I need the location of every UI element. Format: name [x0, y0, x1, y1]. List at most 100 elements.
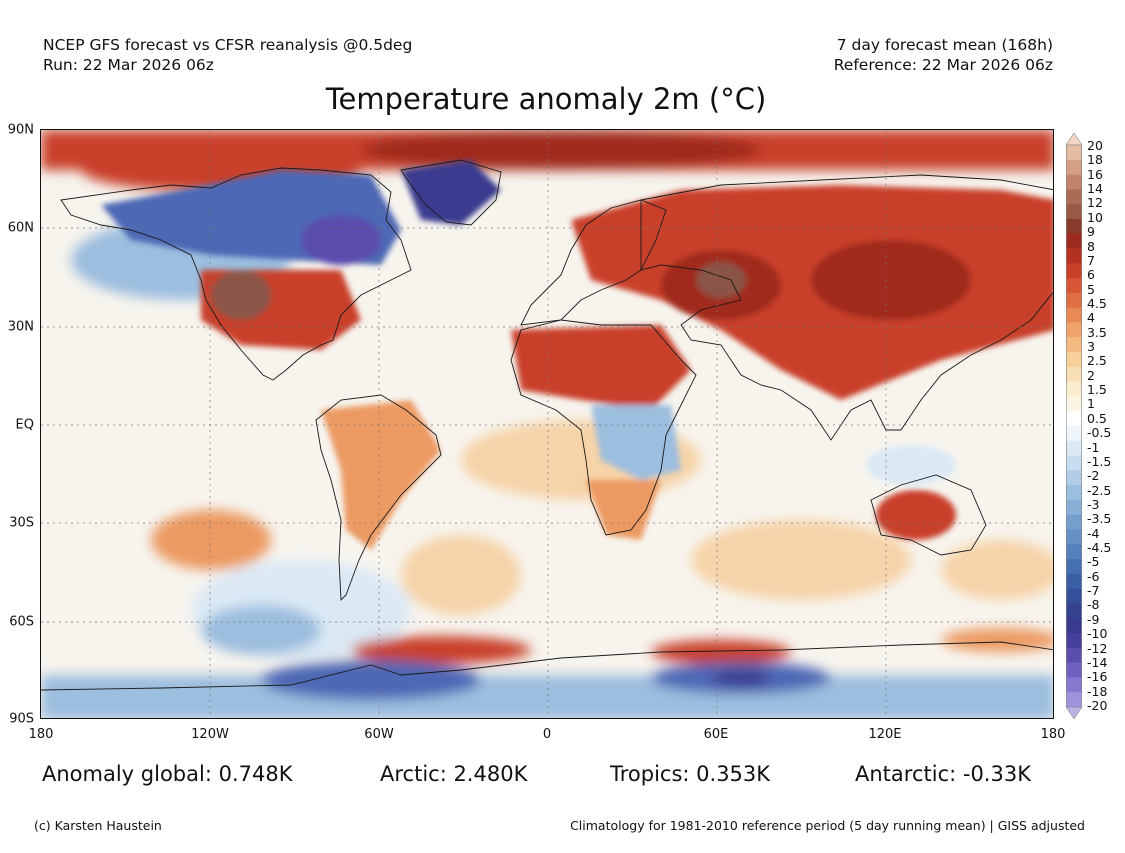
hudson-bay-cold: [301, 215, 381, 265]
australia-warm: [876, 490, 956, 540]
colorbar-swatch: [1066, 633, 1082, 649]
greenland-cold: [401, 160, 501, 225]
model-description: NCEP GFS forecast vs CFSR reanalysis @0.…: [43, 36, 413, 54]
eurasia-warm: [571, 185, 1053, 400]
stats-row: Anomaly global: 0.748K Arctic: 2.480K Tr…: [0, 762, 1125, 792]
colorbar-swatch: [1066, 337, 1082, 353]
colorbar-label: -4: [1087, 525, 1100, 541]
anomaly-map-svg: [41, 130, 1053, 718]
colorbar-label: 2: [1087, 367, 1095, 383]
colorbar-label: -1: [1087, 439, 1100, 455]
colorbar-label: -3.5: [1087, 511, 1112, 527]
lat-label-60s: 60S: [9, 614, 34, 630]
lon-label-60e: 60E: [703, 727, 729, 742]
colorbar-label: 9: [1087, 224, 1095, 240]
colorbar-label: 5: [1087, 281, 1095, 297]
colorbar-swatch: [1066, 248, 1082, 264]
colorbar-label: 2.5: [1087, 353, 1107, 369]
colorbar-label: 3.5: [1087, 324, 1107, 340]
mongolia-very-hot: [696, 262, 746, 298]
coast-south-america: [315, 394, 442, 602]
colorbar-label: -3: [1087, 496, 1100, 512]
colorbar-frame: [1066, 144, 1082, 708]
colorbar-label: 20: [1087, 138, 1103, 153]
header-right: 7 day forecast mean (168h) Reference: 22…: [834, 35, 1053, 75]
southern-ocean-warm: [651, 640, 791, 664]
colorbar-swatch: [1066, 559, 1082, 575]
lon-label-60w: 60W: [364, 727, 394, 742]
colorbar-label: -4.5: [1087, 540, 1112, 556]
colorbar-swatch: [1066, 189, 1082, 205]
lon-label-120w: 120W: [191, 727, 229, 742]
colorbar-top-arrow: [1066, 133, 1082, 146]
anomaly-field: [41, 130, 1053, 718]
coast-africa: [510, 319, 697, 536]
colorbar-label: 6: [1087, 267, 1095, 283]
south-america-warm: [321, 400, 441, 550]
colorbar-label: 10: [1087, 209, 1103, 225]
graticule: [41, 130, 1053, 718]
colorbar-swatch: [1066, 307, 1082, 323]
colorbar-swatch: [1066, 514, 1082, 530]
colorbar-label: 7: [1087, 252, 1095, 268]
colorbar-swatch: [1066, 618, 1082, 634]
stat-antarctic: Antarctic: -0.33K: [855, 762, 1031, 786]
colorbar-swatch: [1066, 470, 1082, 486]
lat-label-eq: EQ: [15, 417, 34, 433]
colorbar-swatch: [1066, 499, 1082, 516]
colorbar-swatch: [1066, 411, 1082, 427]
colorbar-swatch: [1066, 145, 1082, 161]
colorbar-swatch: [1066, 159, 1082, 175]
colorbar-swatch: [1066, 292, 1082, 309]
lat-label-30n: 30N: [7, 319, 34, 335]
stat-arctic: Arctic: 2.480K: [380, 762, 528, 786]
colorbar-swatch: [1066, 352, 1082, 368]
coast-antarctica: [41, 641, 1053, 691]
lon-label-0: 0: [542, 727, 552, 742]
colorbar-swatch: [1066, 218, 1082, 235]
colorbar-swatch: [1066, 322, 1082, 338]
climatology-note: Climatology for 1981-2010 reference peri…: [570, 818, 1085, 833]
colorbar-swatch: [1066, 426, 1082, 442]
coast-australia: [870, 474, 987, 556]
southern-africa-warm: [586, 480, 661, 540]
reference-time: Reference: 22 Mar 2026 06z: [833, 56, 1053, 74]
colorbar-label: 0.5: [1087, 410, 1107, 426]
colorbar-label: 12: [1087, 195, 1103, 211]
lat-label-90s: 90S: [9, 711, 34, 727]
colorbar-label: -14: [1087, 654, 1108, 670]
indian-ocean-warm: [691, 520, 911, 600]
colorbar-label: -9: [1087, 611, 1100, 627]
sahara-warm: [511, 325, 691, 410]
colorbar-label: -0.5: [1087, 425, 1112, 441]
us-west-hot: [211, 270, 271, 320]
colorbar-swatch: [1066, 662, 1082, 678]
colorbar-swatch: [1066, 381, 1082, 397]
colorbar-swatch: [1066, 692, 1082, 708]
colorbar-swatch: [1066, 677, 1082, 693]
colorbar-swatch: [1066, 366, 1082, 383]
colorbar-swatch: [1066, 440, 1082, 456]
colorbar-label: -10: [1087, 626, 1108, 642]
colorbar-label: 18: [1087, 152, 1103, 168]
south-pacific-cool-core: [201, 605, 321, 655]
lon-label-180w: 180: [28, 727, 54, 742]
colorbar: [1066, 133, 1082, 719]
coast-europe: [520, 199, 667, 326]
colorbar-label: 3: [1087, 339, 1095, 355]
colorbar-swatch: [1066, 233, 1082, 249]
colorbar-swatch: [1066, 647, 1082, 664]
colorbar-label: 1: [1087, 396, 1095, 412]
lon-label-180e: 180: [1040, 727, 1066, 742]
colorbar-label: -20: [1087, 698, 1108, 713]
lat-label-60n: 60N: [7, 220, 34, 236]
anomaly-map: [40, 129, 1054, 719]
colorbar-label: 4.5: [1087, 295, 1107, 311]
weddell-warm: [351, 636, 531, 664]
tasman-warm: [941, 540, 1053, 600]
colorbar-label: -1.5: [1087, 453, 1112, 469]
maritime-continent-cool: [866, 445, 956, 485]
author-credit: (c) Karsten Haustein: [34, 818, 162, 833]
colorbar-label: -16: [1087, 669, 1108, 685]
antarctica-cool: [41, 675, 1053, 718]
